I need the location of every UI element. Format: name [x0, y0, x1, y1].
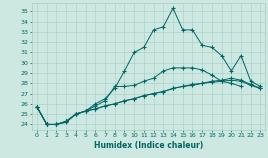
X-axis label: Humidex (Indice chaleur): Humidex (Indice chaleur) — [94, 141, 203, 150]
